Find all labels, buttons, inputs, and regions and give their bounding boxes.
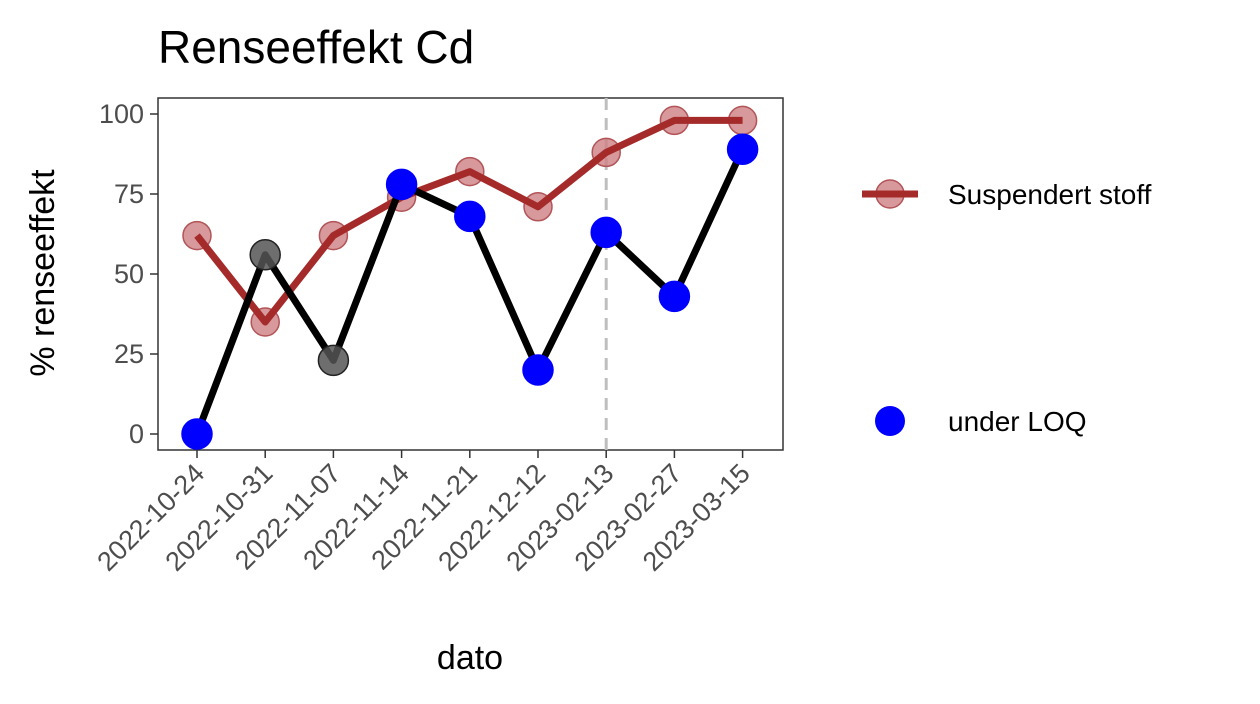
cd-point (317, 344, 350, 377)
legend: Suspendert stoff under LOQ (862, 179, 1152, 437)
legend-key-under-loq (875, 406, 905, 436)
y-tick-label: 0 (129, 419, 144, 449)
cd-point-under-loq (385, 168, 418, 201)
plot-border (157, 97, 784, 451)
cd-point-under-loq (454, 200, 486, 233)
cd-point-under-loq (590, 216, 622, 249)
y-tick-label: 50 (114, 259, 144, 289)
cd-point-under-loq (658, 280, 691, 313)
cd-point-under-loq (726, 133, 759, 165)
plot-area: 02550751002022-10-242022-10-312022-11-07… (91, 97, 784, 577)
y-axis-title: % renseeffekt (24, 169, 62, 377)
cd-point (249, 239, 281, 271)
y-tick-label: 75 (114, 179, 144, 209)
x-axis-title: dato (437, 639, 503, 677)
legend-label-under-loq: under LOQ (948, 406, 1087, 437)
chart-title: Renseeffekt Cd (158, 21, 474, 73)
y-tick-label: 25 (114, 339, 144, 369)
cd-point-under-loq (181, 418, 213, 450)
cd-point-under-loq (522, 354, 554, 386)
legend-label-suspendert: Suspendert stoff (948, 179, 1152, 210)
y-tick-label: 100 (99, 99, 144, 129)
